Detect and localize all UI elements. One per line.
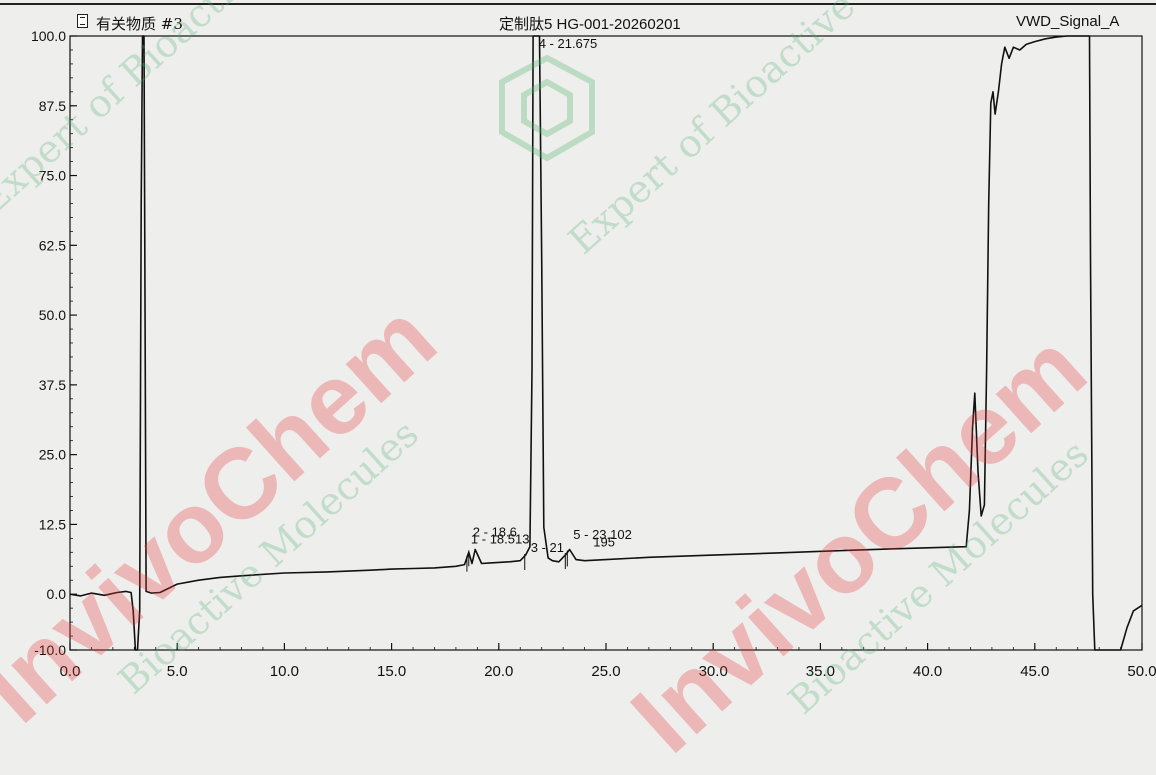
x-tick-label: 40.0 [913, 663, 942, 680]
y-tick-label: 0.0 [47, 586, 67, 602]
peak-label: 5 - 23.102 [573, 527, 632, 542]
y-tick-label: -10.0 [34, 642, 66, 658]
peak-label: 4 - 21.675 [539, 36, 598, 51]
x-tick-label: 20.0 [484, 663, 513, 680]
file-icon [77, 14, 88, 28]
series-layer [69, 35, 1143, 651]
peak-label: 2 - 18.6 [473, 524, 517, 539]
peak-label: 3 - 21 [531, 540, 564, 555]
signal-trace [69, 35, 1143, 651]
y-tick-label: 75.0 [39, 168, 66, 184]
chart-title: 定制肽5 HG-001-20260201 [499, 16, 681, 33]
y-tick-label: 62.5 [39, 237, 66, 253]
signal-name: VWD_Signal_A [1016, 13, 1120, 30]
x-tick-label: 30.0 [699, 663, 728, 680]
sample-name: 有关物质 #3 [96, 15, 183, 33]
y-tick-label: 37.5 [39, 377, 66, 393]
x-tick-label: 45.0 [1020, 663, 1049, 680]
x-tick-label: 0.0 [60, 663, 81, 680]
plot-frame [69, 35, 1143, 651]
x-tick-label: 10.0 [270, 663, 299, 680]
y-tick-label: 100.0 [31, 28, 66, 44]
x-axis: 0.0 5.0 10.0 15.0 20.0 25.0 30.0 35.0 40.0 45.0 50… [60, 643, 1156, 680]
peak-label: 195 [593, 534, 615, 549]
y-tick-label: 50.0 [39, 307, 66, 323]
x-tick-label: 25.0 [591, 663, 620, 680]
peak-label: 1 - 18.513 [471, 532, 530, 547]
chromatogram: 100.0 87.5 75.0 62.5 50.0 37.5 25.0 12.5 0.0 -10.… [0, 3, 1156, 680]
x-tick-label: 50.0 [1127, 663, 1156, 680]
y-tick-label: 25.0 [39, 447, 66, 463]
x-tick-label: 35.0 [806, 663, 835, 680]
y-tick-label: 87.5 [39, 98, 66, 114]
x-tick-label: 5.0 [167, 663, 188, 680]
x-tick-label: 15.0 [377, 663, 406, 680]
y-tick-label: 12.5 [39, 516, 66, 532]
